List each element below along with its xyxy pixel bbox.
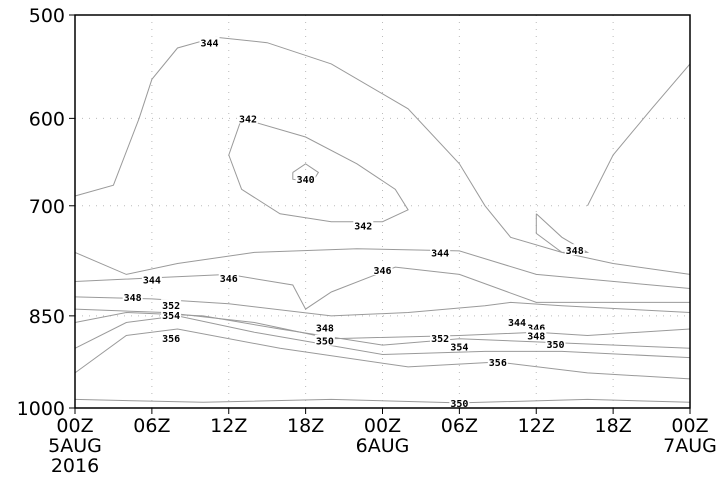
- contour-label: 350: [316, 337, 334, 348]
- label-bg: [507, 315, 528, 327]
- label-bg: [314, 334, 335, 346]
- label-bg: [545, 337, 566, 349]
- label-bg: [295, 173, 316, 185]
- contour-label: 346: [220, 274, 238, 285]
- contour-label: 350: [450, 399, 468, 410]
- x-year-label: 2016: [51, 455, 99, 477]
- x-date-label: 7AUG: [663, 435, 717, 457]
- label-bg: [526, 329, 547, 341]
- label-bg: [449, 340, 470, 352]
- label-bg: [161, 332, 182, 344]
- contour-label: 352: [162, 301, 180, 312]
- contour-label: 344: [508, 318, 526, 329]
- contour-label: 354: [450, 342, 468, 353]
- x-tick-label: 00Z: [671, 415, 708, 437]
- contour-label: 344: [431, 248, 449, 259]
- y-tick-label: 600: [29, 108, 65, 130]
- label-bg: [161, 309, 182, 321]
- contour-label: 342: [239, 114, 257, 125]
- x-date-label: 5AUG: [48, 435, 102, 457]
- contour-label: 348: [566, 246, 584, 257]
- contour-label: 354: [162, 311, 180, 322]
- x-tick-label: 06Z: [441, 415, 478, 437]
- label-bg: [199, 36, 220, 48]
- contour-line: [74, 398, 691, 404]
- x-date-label: 6AUG: [356, 435, 410, 457]
- contour-label: 346: [373, 266, 391, 277]
- contour-label: 340: [297, 175, 315, 186]
- contour-label: 348: [124, 293, 142, 304]
- label-bg: [430, 246, 451, 258]
- label-bg: [141, 273, 162, 285]
- contour-line: [74, 248, 691, 289]
- contour-label: 346: [527, 324, 545, 335]
- contour-line: [74, 36, 691, 275]
- contour-line: [74, 266, 690, 310]
- contour-label: 348: [316, 324, 334, 335]
- x-tick-label: 06Z: [133, 415, 170, 437]
- contour-label: 350: [546, 340, 564, 351]
- contour-line: [587, 63, 691, 207]
- label-bg: [237, 112, 258, 124]
- x-tick-label: 00Z: [56, 415, 93, 437]
- x-tick-label: 18Z: [287, 415, 324, 437]
- contour-label: 342: [354, 222, 372, 233]
- label-bg: [372, 264, 393, 276]
- contour-label: 352: [431, 334, 449, 345]
- y-tick-label: 500: [29, 5, 65, 27]
- x-tick-label: 00Z: [364, 415, 401, 437]
- x-tick-label: 18Z: [595, 415, 632, 437]
- label-bg: [430, 332, 451, 344]
- label-bg: [122, 290, 143, 302]
- contour-label: 344: [143, 275, 161, 286]
- plot-frame: [74, 14, 691, 409]
- y-tick-label: 700: [29, 196, 65, 218]
- label-bg: [161, 299, 182, 311]
- contour-line: [74, 328, 691, 380]
- y-tick-label: 1000: [17, 398, 65, 420]
- contour-label: 356: [162, 334, 180, 345]
- contour-label: 348: [527, 332, 545, 343]
- label-bg: [353, 219, 374, 231]
- label-bg: [526, 321, 547, 333]
- label-bg: [487, 355, 508, 367]
- y-tick-label: 850: [29, 306, 65, 328]
- x-tick-label: 12Z: [518, 415, 555, 437]
- contour-label: 356: [489, 358, 507, 369]
- label-bg: [314, 321, 335, 333]
- label-bg: [449, 396, 470, 408]
- x-tick-label: 12Z: [210, 415, 247, 437]
- contour-label: 344: [201, 39, 219, 50]
- label-bg: [564, 244, 585, 256]
- label-bg: [218, 271, 239, 283]
- contour-line: [228, 117, 409, 223]
